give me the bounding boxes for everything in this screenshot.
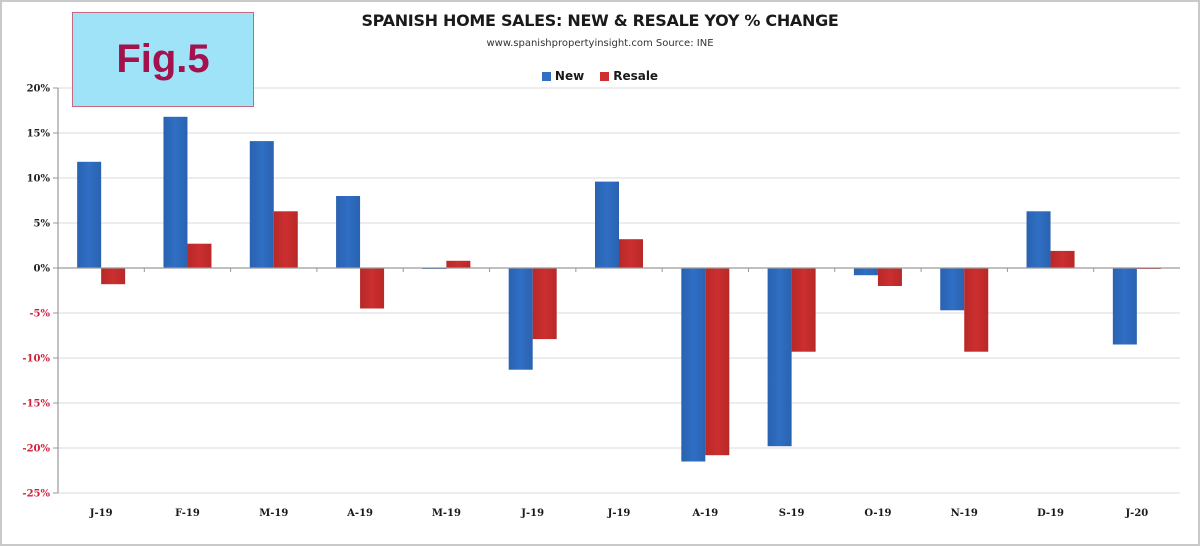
bar-new — [767, 268, 792, 447]
x-tick-label: J-19 — [607, 508, 631, 519]
x-tick-label: M-19 — [432, 508, 461, 519]
bar-resale — [446, 260, 471, 268]
bar-new — [595, 181, 619, 268]
figure-label-box: Fig.5 — [72, 12, 254, 107]
gridlines — [58, 87, 1180, 494]
bar-new — [508, 268, 533, 370]
x-tick-label: S-19 — [779, 508, 805, 519]
axes — [57, 88, 1180, 493]
y-tick-label: -10% — [22, 354, 50, 365]
legend-swatch-resale — [600, 71, 610, 81]
bar-resale — [705, 268, 730, 456]
bar-new — [163, 116, 188, 268]
y-tick-label: 0% — [34, 264, 51, 275]
bar-resale — [877, 268, 902, 286]
y-tick-label: 10% — [27, 174, 51, 185]
bar-resale — [964, 268, 989, 352]
y-tick-label: -20% — [22, 444, 50, 455]
y-axis-ticks: 20% 15% 10% 5% 0% -5% -10% -15% -20% -25% — [22, 84, 58, 500]
x-tick-label: J-19 — [520, 508, 544, 519]
chart-title: SPANISH HOME SALES: NEW & RESALE YOY % C… — [361, 11, 839, 30]
legend-label-resale: Resale — [613, 69, 659, 83]
y-tick-label: -25% — [22, 489, 50, 500]
bar-new — [1112, 268, 1137, 345]
x-tick-label: A-19 — [691, 508, 718, 519]
bar-new — [249, 141, 274, 268]
bar-resale — [791, 268, 816, 352]
x-tick-label: J-19 — [89, 508, 113, 519]
y-tick-label: 5% — [34, 219, 51, 230]
x-tick-label: F-19 — [175, 508, 200, 519]
bar-resale — [273, 211, 298, 268]
x-tick-label: D-19 — [1037, 508, 1064, 519]
bar-resale — [187, 243, 212, 268]
x-tick-label: J-20 — [1124, 508, 1148, 519]
y-tick-label: 15% — [27, 129, 51, 140]
legend: New Resale — [500, 69, 700, 83]
legend-item-new: New — [541, 69, 585, 83]
bar-resale — [101, 268, 126, 285]
bars — [77, 116, 1161, 462]
y-tick-label: -5% — [29, 309, 50, 320]
bar-new — [77, 161, 102, 268]
y-tick-label: -15% — [22, 399, 50, 410]
y-tick-label: 20% — [27, 84, 51, 95]
x-tick-label: M-19 — [259, 508, 288, 519]
bar-new — [853, 268, 878, 276]
x-tick-label: A-19 — [346, 508, 373, 519]
legend-item-resale: Resale — [600, 69, 658, 83]
bar-new — [1026, 211, 1051, 268]
bar-resale — [1050, 250, 1075, 268]
legend-swatch-new — [541, 71, 551, 81]
x-axis-ticks: J-19 F-19 M-19 A-19 M-19 J-19 J-19 A-19 S-19 O-19… — [89, 268, 1148, 519]
bar-resale — [619, 239, 643, 268]
bar-new — [940, 268, 965, 311]
bar-new — [336, 196, 361, 268]
x-tick-label: N-19 — [951, 508, 978, 519]
legend-label-new: New — [554, 69, 585, 83]
chart-subtitle: www.spanishpropertyinsight.com Source: I… — [486, 38, 714, 49]
x-tick-label: O-19 — [864, 508, 891, 519]
bar-new — [681, 268, 706, 462]
bar-resale — [532, 268, 557, 340]
bar-resale — [360, 268, 385, 309]
figure-label: Fig.5 — [116, 37, 210, 81]
